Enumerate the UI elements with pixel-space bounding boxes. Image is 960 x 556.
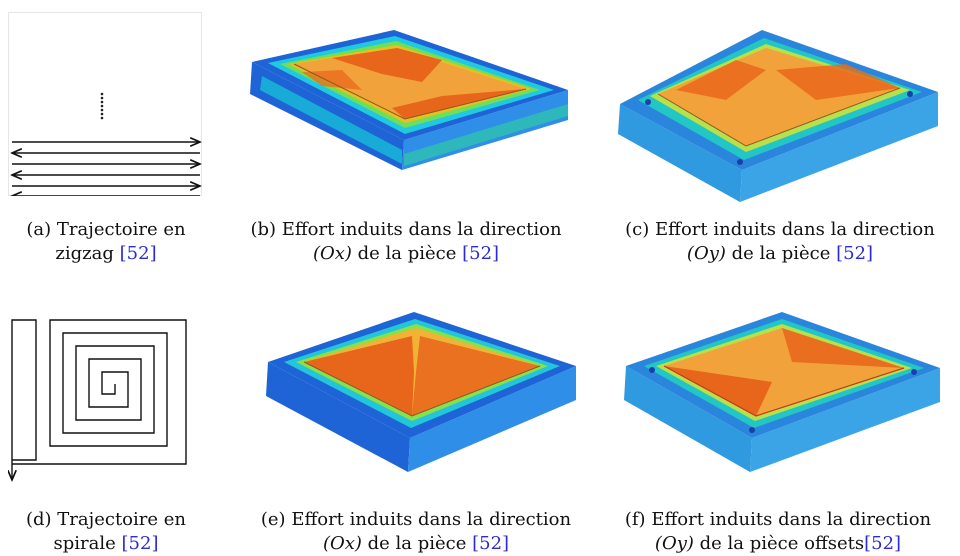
citation-link[interactable]: [52] (119, 243, 157, 264)
caption-a: (a) Trajectoire en zigzag [52] (26, 219, 186, 264)
stress-plot-ox-spiral (266, 312, 576, 472)
stress-plot-ox-zigzag (250, 30, 568, 170)
caption-f: (f) Effort induits dans la direction (Oy… (624, 509, 932, 554)
caption-e: (e) Effort induits dans la direction (Ox… (260, 509, 572, 554)
citation-link[interactable]: [52] (462, 243, 500, 264)
stress-plot-oy-zigzag (618, 30, 938, 202)
citation-link[interactable]: [52] (864, 533, 902, 554)
caption-c: (c) Effort induits dans la direction (Oy… (625, 219, 935, 264)
zigzag-trajectory-diagram (8, 12, 202, 196)
spiral-trajectory-diagram (8, 319, 187, 486)
caption-b: (b) Effort induits dans la direction (Ox… (250, 219, 562, 264)
citation-link[interactable]: [52] (121, 533, 159, 554)
citation-link[interactable]: [52] (836, 243, 874, 264)
stress-plot-oy-offsets (624, 312, 940, 472)
citation-link[interactable]: [52] (472, 533, 510, 554)
caption-d: (d) Trajectoire en spirale [52] (25, 509, 187, 554)
